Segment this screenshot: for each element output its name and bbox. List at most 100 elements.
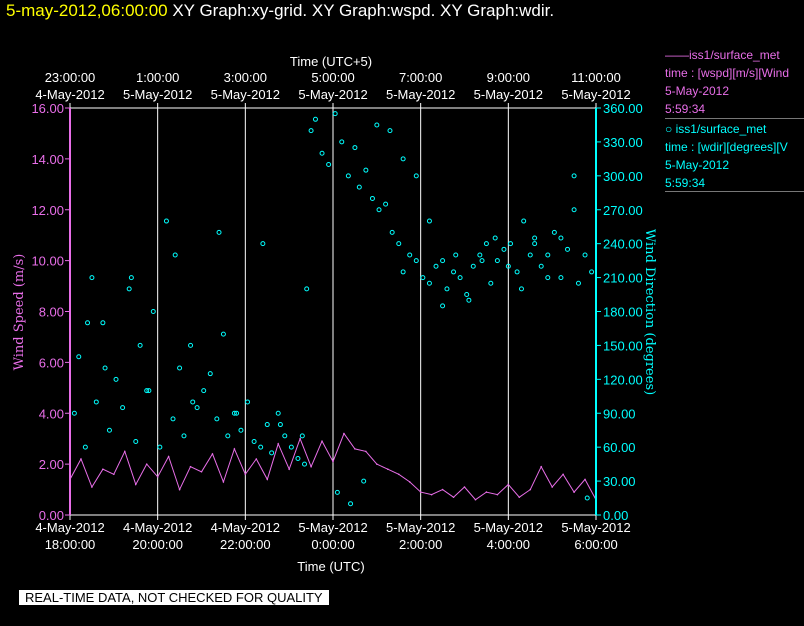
- wind-direction-point: [146, 388, 152, 394]
- wind-direction-point: [571, 207, 577, 213]
- wind-direction-point: [157, 444, 163, 450]
- wind-speed-point: [485, 491, 488, 493]
- wind-speed-point: [113, 473, 115, 476]
- wind-direction-point: [545, 252, 551, 258]
- wind-direction-point: [181, 433, 187, 439]
- wind-direction-point: [466, 297, 472, 303]
- wind-direction-point: [558, 275, 564, 281]
- wind-direction-point: [589, 269, 595, 275]
- wind-speed-point: [310, 465, 312, 468]
- y2-tick-label: 90.00: [603, 406, 636, 421]
- wind-direction-point: [177, 365, 183, 371]
- wind-direction-point: [376, 207, 382, 213]
- wind-speed-point: [321, 440, 323, 443]
- y2-tick-label: 240.00: [603, 237, 643, 252]
- wind-direction-point: [582, 252, 588, 258]
- wind-direction-point: [518, 286, 524, 292]
- wind-direction-point: [76, 354, 82, 360]
- wind-speed-point: [573, 491, 575, 493]
- wind-speed-point: [255, 458, 258, 460]
- wind-direction-point: [120, 405, 126, 411]
- wind-direction-point: [302, 461, 308, 467]
- wind-direction-point: [400, 156, 406, 162]
- wind-direction-point: [288, 444, 294, 450]
- x-top-tick-label-time: 9:00:00: [487, 70, 530, 85]
- wind-direction-point: [374, 122, 380, 128]
- x-tick-label-time: 2:00:00: [399, 537, 442, 552]
- wind-speed-point: [376, 463, 378, 465]
- wind-direction-point: [238, 427, 244, 433]
- wind-direction-point: [251, 439, 257, 445]
- x-top-tick-label-date: 4-May-2012: [35, 87, 104, 102]
- top-axis-label: Time (UTC+5): [290, 54, 372, 69]
- wind-direction-point: [488, 280, 494, 286]
- y-tick-label: 6.00: [39, 355, 64, 370]
- wind-direction-point: [508, 241, 514, 247]
- wind-direction-point: [571, 173, 577, 179]
- legend-wdir-source: ○ iss1/surface_met: [665, 122, 767, 136]
- wind-direction-point: [575, 280, 581, 286]
- wind-direction-point: [420, 275, 426, 281]
- gridlines: [157, 108, 509, 515]
- y-tick-label: 8.00: [39, 305, 64, 320]
- legend-wspd: ——iss1/surface_met time : [wspd][m/s][Wi…: [665, 46, 804, 118]
- wind-direction-point: [231, 410, 237, 416]
- y2-tick-label: 360.00: [603, 101, 643, 116]
- wind-direction-point: [190, 399, 196, 405]
- wind-speed-point: [474, 498, 477, 501]
- wind-speed-point: [507, 483, 510, 486]
- quality-warning: REAL-TIME DATA, NOT CHECKED FOR QUALITY: [19, 590, 329, 605]
- wind-direction-point: [396, 241, 402, 247]
- y2-tick-label: 60.00: [603, 440, 636, 455]
- wind-direction-point: [299, 433, 305, 439]
- wind-direction-point: [201, 388, 207, 394]
- wind-direction-point: [106, 427, 112, 433]
- y2-tick-label: 150.00: [603, 338, 643, 353]
- wind-direction-point: [477, 252, 483, 258]
- wind-speed-point: [178, 488, 181, 491]
- wind-direction-point: [71, 410, 77, 416]
- wind-direction-point: [188, 342, 194, 348]
- wind-speed-point: [529, 488, 532, 491]
- x-tick-label-time: 4:00:00: [487, 537, 530, 552]
- legend-divider-2: [665, 191, 804, 192]
- wind-direction-point: [440, 258, 446, 264]
- wind-direction-point: [304, 286, 310, 292]
- wind-direction-point: [207, 371, 213, 377]
- wind-direction-point: [444, 286, 450, 292]
- wind-speed-point: [80, 458, 82, 460]
- wind-speed-point: [408, 481, 411, 483]
- y2-tick-label: 300.00: [603, 169, 643, 184]
- wind-direction-point: [225, 433, 231, 439]
- wind-direction-point: [113, 376, 119, 382]
- wind-direction-point: [369, 195, 375, 201]
- legend-wspd-time: 5:59:34: [665, 102, 706, 116]
- wind-direction-point: [326, 162, 332, 168]
- wind-direction-point: [492, 235, 498, 241]
- x-tick-label-date: 4-May-2012: [211, 520, 280, 535]
- wind-direction-point: [464, 292, 470, 298]
- wind-direction-point: [85, 320, 91, 326]
- wind-speed-point: [430, 493, 433, 496]
- wind-speed-point: [386, 468, 389, 471]
- wind-speed-point: [156, 476, 159, 478]
- wind-speed-point: [518, 496, 521, 498]
- wind-direction-point: [494, 258, 500, 264]
- wind-direction-point: [457, 275, 463, 281]
- y-tick-label: 4.00: [39, 406, 64, 421]
- wind-direction-point: [363, 167, 369, 173]
- wind-direction-point: [308, 128, 314, 134]
- legend-wspd-var: time : [wspd][m/s][Wind: [665, 66, 790, 80]
- x-top-tick-label-date: 5-May-2012: [386, 87, 455, 102]
- wind-direction-point: [163, 218, 169, 224]
- wind-direction-point: [453, 252, 459, 258]
- wind-direction-point: [361, 478, 367, 484]
- wind-speed-point: [91, 486, 93, 488]
- wind-speed-point: [562, 473, 564, 476]
- wind-direction-point: [501, 246, 507, 252]
- wind-speed-point: [266, 478, 269, 481]
- wind-speed-point: [584, 478, 586, 481]
- y-tick-label: 12.00: [31, 203, 64, 218]
- x-top-tick-label-date: 5-May-2012: [474, 87, 543, 102]
- wind-direction-point: [269, 450, 275, 456]
